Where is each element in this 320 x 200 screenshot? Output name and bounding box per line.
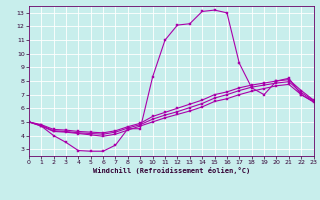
X-axis label: Windchill (Refroidissement éolien,°C): Windchill (Refroidissement éolien,°C) — [92, 167, 250, 174]
